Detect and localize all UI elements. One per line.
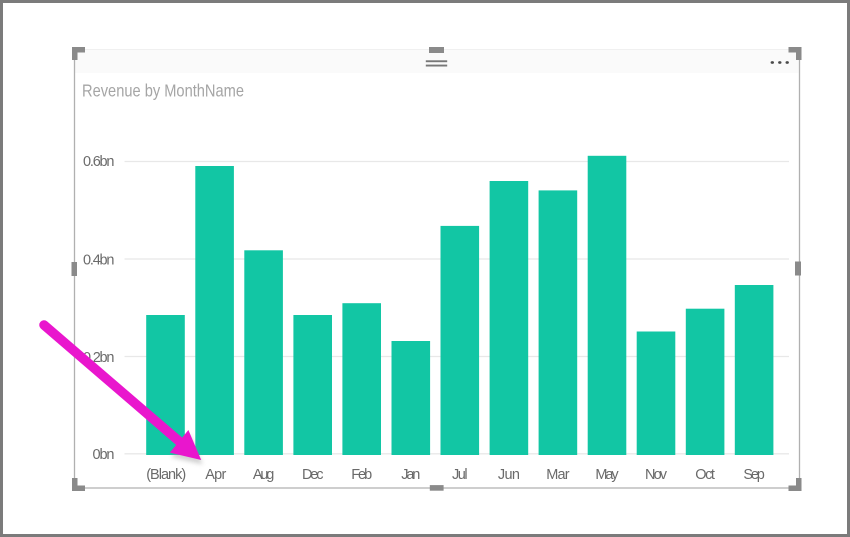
svg-text:0.6bn: 0.6bn xyxy=(83,154,115,170)
svg-text:Jun: Jun xyxy=(498,467,520,483)
svg-text:(Blank): (Blank) xyxy=(146,467,186,483)
svg-text:Dec: Dec xyxy=(302,467,324,483)
svg-text:Jan: Jan xyxy=(401,467,420,483)
svg-text:0bn: 0bn xyxy=(93,447,115,463)
svg-text:Oct: Oct xyxy=(695,467,715,483)
svg-text:0.4bn: 0.4bn xyxy=(83,252,115,268)
svg-text:Mar: Mar xyxy=(546,467,569,483)
svg-text:Apr: Apr xyxy=(205,467,226,483)
svg-text:Feb: Feb xyxy=(351,467,372,483)
svg-text:Nov: Nov xyxy=(645,467,668,483)
svg-text:Jul: Jul xyxy=(452,467,468,483)
svg-text:May: May xyxy=(595,467,619,483)
svg-text:Aug: Aug xyxy=(253,467,275,483)
svg-text:Sep: Sep xyxy=(743,467,764,483)
svg-text:Revenue by MonthName: Revenue by MonthName xyxy=(82,81,244,101)
